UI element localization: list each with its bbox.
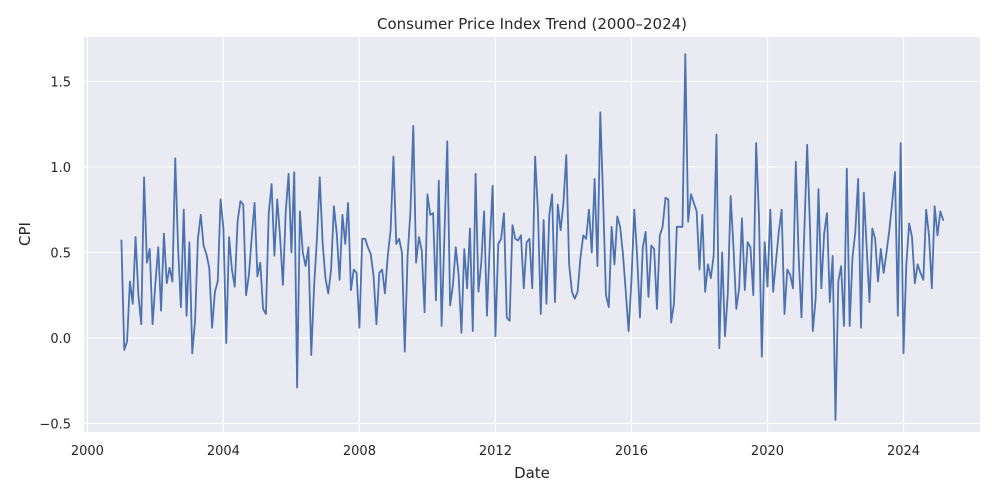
series-line-cpi — [120, 53, 945, 421]
x-tick-label: 2012 — [479, 444, 512, 459]
x-tick-label: 2000 — [71, 444, 104, 459]
series-layer — [120, 53, 945, 421]
plot-area — [84, 37, 980, 432]
x-tick-label: 2024 — [887, 444, 920, 459]
chart-title: Consumer Price Index Trend (2000–2024) — [377, 15, 687, 33]
y-tick-label: 1.0 — [50, 161, 71, 176]
y-axis-ticks: −0.5 0.0 0.5 1.0 1.5 — [39, 75, 71, 432]
x-axis-ticks: 2000 2004 2008 2012 2016 2020 2024 — [71, 444, 920, 459]
y-tick-label: 0.0 — [50, 332, 71, 347]
x-tick-label: 2016 — [615, 444, 648, 459]
y-tick-label: 1.5 — [50, 75, 71, 90]
x-tick-label: 2020 — [751, 444, 784, 459]
x-tick-label: 2008 — [343, 444, 376, 459]
grid-lines — [84, 37, 980, 432]
x-axis-label: Date — [514, 464, 550, 482]
y-tick-label: −0.5 — [39, 417, 71, 432]
y-axis-label: CPI — [16, 222, 34, 246]
y-tick-label: 0.5 — [50, 246, 71, 261]
x-tick-label: 2004 — [207, 444, 240, 459]
